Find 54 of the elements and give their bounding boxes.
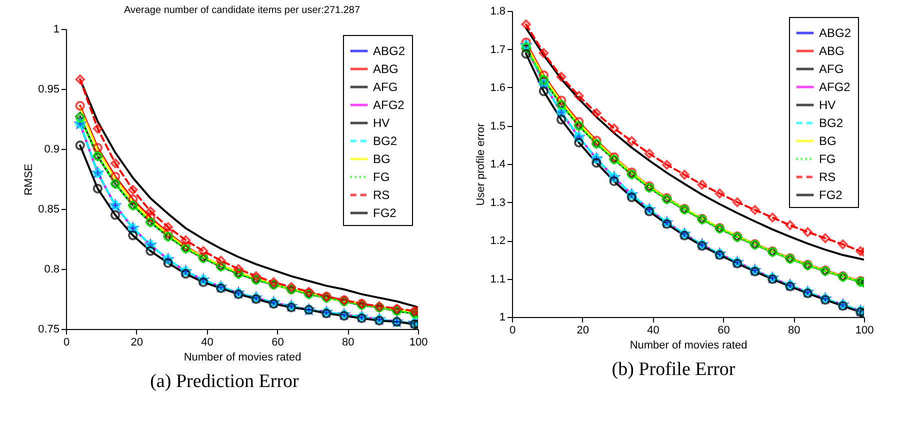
y-tick-label: 1.6	[490, 82, 505, 94]
y-tick-label: 1.8	[490, 6, 505, 18]
y-tick-label: 1.2	[490, 235, 505, 247]
x-tick-label: 60	[717, 324, 730, 336]
legend-label: HV	[372, 116, 390, 130]
legend-label: AFG	[818, 62, 844, 76]
y-tick-label: 1.4	[490, 158, 505, 170]
legend-label: FG2	[818, 188, 842, 202]
x-axis-title: Number of movies rated	[629, 340, 747, 352]
y-tick-label: 0.95	[38, 84, 59, 96]
legend-label: FG2	[372, 206, 396, 220]
x-tick-label: 20	[130, 336, 143, 348]
chart-title: Average number of candidate items per user:271.287	[123, 5, 360, 16]
legend-label: FG	[372, 170, 390, 184]
legend-label: HV	[818, 98, 836, 112]
y-tick-label: 0.75	[38, 324, 59, 336]
text: (a) Prediction Error	[150, 371, 299, 393]
legend-label: RS	[818, 170, 836, 184]
legend-label: ABG	[372, 62, 398, 76]
y-tick-label: 1.3	[490, 196, 505, 209]
y-tick-label: 1.5	[490, 120, 505, 132]
legend-label: RS	[372, 188, 390, 202]
x-tick-label: 20	[576, 324, 589, 336]
legend-label: BG2	[818, 116, 843, 130]
x-tick-label: 0	[62, 336, 70, 348]
y-tick-label: 1	[52, 24, 59, 36]
legend-label: FG	[818, 152, 836, 166]
x-tick-label: 100	[854, 324, 874, 336]
legend-label: ABG2	[372, 44, 405, 58]
x-tick-label: 0	[508, 324, 516, 336]
legend-label: ABG2	[818, 26, 851, 40]
text: (b) Profile Error	[612, 359, 736, 381]
x-tick-label: 80	[787, 324, 800, 336]
legend-label: BG2	[372, 134, 397, 148]
legend-label: BG	[372, 152, 390, 166]
y-axis-title: User profile error	[474, 122, 487, 206]
legend-label: BG	[818, 134, 836, 148]
x-tick-label: 40	[200, 336, 213, 348]
legend-label: AFG2	[818, 80, 850, 94]
legend-label: AFG2	[372, 98, 404, 112]
x-tick-label: 80	[341, 336, 354, 348]
x-tick-label: 40	[646, 324, 659, 336]
y-axis-title: RMSE	[22, 164, 35, 196]
x-tick-label: 100	[408, 336, 428, 348]
y-tick-label: 1.1	[490, 273, 505, 286]
y-tick-label: 0.85	[38, 204, 59, 216]
x-axis-title: Number of movies rated	[183, 352, 301, 364]
y-tick-label: 0.8	[44, 264, 59, 276]
legend-label: ABG	[818, 44, 844, 58]
legend-label: AFG	[372, 80, 398, 94]
y-tick-label: 1	[498, 312, 505, 324]
x-tick-label: 60	[271, 336, 284, 348]
y-tick-label: 0.9	[44, 144, 59, 156]
y-tick-label: 1.7	[490, 44, 505, 56]
